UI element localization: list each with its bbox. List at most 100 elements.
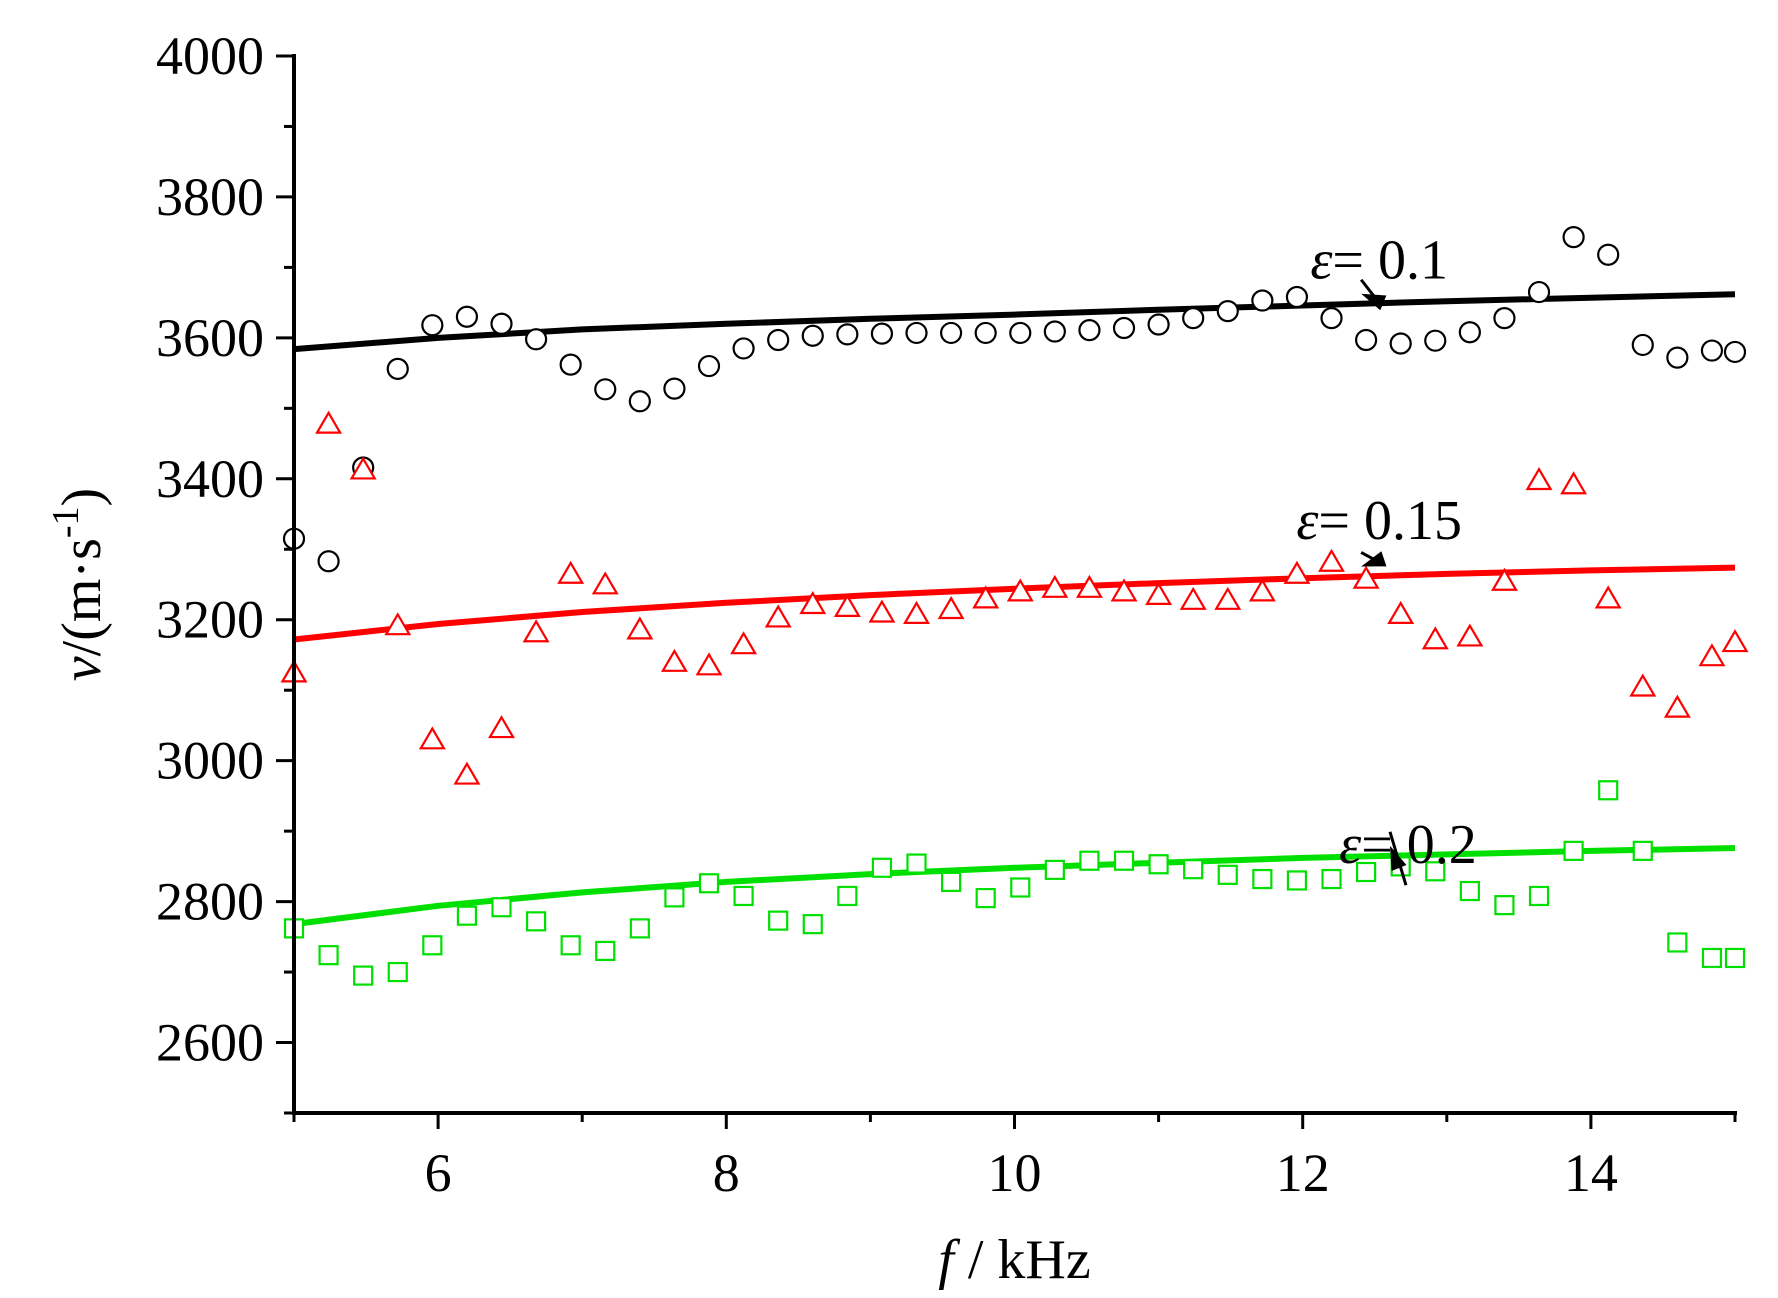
- data-point-circle: [559, 353, 582, 376]
- y-tick-label: 3200: [156, 590, 264, 650]
- data-point-triangle: [384, 612, 412, 636]
- data-point-circle: [1320, 307, 1343, 330]
- data-point-triangle: [695, 652, 723, 676]
- data-point-triangle: [1075, 574, 1103, 598]
- data-point-triangle: [937, 595, 965, 620]
- data-point-circle: [1112, 316, 1136, 340]
- data-point-square: [1528, 885, 1550, 907]
- data-point-circle: [1285, 285, 1309, 309]
- y-axis-title: v/(m·s-1): [45, 488, 113, 681]
- annotation-arrowhead: [1361, 293, 1387, 311]
- data-point-triangle: [1698, 643, 1726, 667]
- y-tick-label: 3000: [156, 731, 264, 791]
- data-point-triangle: [418, 726, 446, 750]
- data-point-square: [975, 887, 996, 909]
- data-point-circle: [1009, 321, 1032, 345]
- data-point-square: [1183, 859, 1204, 880]
- data-point-triangle: [1525, 467, 1553, 491]
- x-tick-label: 8: [713, 1143, 740, 1203]
- data-point-triangle: [315, 410, 343, 434]
- data-point-circle: [421, 314, 444, 337]
- data-point-square: [1632, 840, 1653, 861]
- data-point-circle: [628, 390, 651, 413]
- data-point-square: [1724, 947, 1746, 969]
- data-point-circle: [663, 377, 686, 400]
- data-point-square: [1701, 947, 1723, 969]
- data-point-circle: [974, 321, 997, 345]
- data-point-square: [664, 887, 685, 908]
- data-point-square: [353, 965, 374, 986]
- data-point-square: [940, 871, 962, 892]
- data-point-square: [1356, 861, 1377, 883]
- data-point-square: [802, 914, 823, 935]
- data-point-triangle: [972, 585, 1000, 609]
- data-point-circle: [1700, 339, 1724, 362]
- data-point-circle: [1493, 307, 1516, 330]
- y-tick-label: 2600: [156, 1013, 264, 1073]
- data-point-circle: [732, 337, 755, 360]
- x-tick-label: 14: [1564, 1143, 1618, 1203]
- data-point-triangle: [1421, 626, 1449, 650]
- data-point-square: [422, 935, 443, 956]
- data-point-circle: [697, 354, 721, 378]
- data-point-square: [1321, 868, 1342, 890]
- fit-curve-2: [293, 845, 1736, 928]
- data-point-triangle: [1041, 574, 1069, 598]
- data-point-square: [1217, 864, 1238, 885]
- y-axis-title-exponent: -1: [45, 506, 87, 538]
- data-point-square: [1667, 932, 1688, 953]
- series-1: [280, 410, 1749, 785]
- data-point-triangle: [1006, 578, 1034, 602]
- data-point-circle: [1216, 299, 1239, 323]
- data-point-circle: [1182, 307, 1205, 330]
- axes: 6 8 10 12 14 2600 2800 3000 3200 3400 3600 3800 400…: [156, 26, 1737, 1203]
- x-tick-label: 12: [1276, 1143, 1330, 1203]
- data-point-square: [318, 945, 339, 966]
- y-tick-label: 4000: [156, 26, 264, 86]
- data-point-triangle: [1456, 623, 1484, 647]
- data-point-square: [1563, 840, 1584, 861]
- data-point-square: [1494, 895, 1515, 916]
- data-point-square: [491, 897, 512, 918]
- x-ticks: 6 8 10 12 14: [292, 1113, 1737, 1203]
- y-tick-label: 2800: [156, 872, 264, 932]
- annotation-label: ε= 0.15: [1296, 490, 1462, 552]
- data-point-triangle: [1387, 600, 1415, 624]
- data-point-square: [1252, 868, 1273, 890]
- annotation-text: = 0.15: [1318, 490, 1462, 552]
- data-point-triangle: [1594, 585, 1622, 609]
- data-point-circle: [455, 305, 479, 328]
- data-point-triangle: [1663, 694, 1691, 718]
- data-point-circle: [594, 378, 617, 401]
- data-point-square: [1079, 850, 1100, 871]
- y-tick-label: 3800: [156, 167, 264, 227]
- annotation-symbol: ε: [1296, 490, 1319, 552]
- data-point-circle: [767, 328, 790, 352]
- data-point-circle: [524, 328, 548, 351]
- data-point-square: [871, 857, 893, 878]
- data-point-triangle: [1629, 673, 1657, 697]
- annotation-symbol: ε: [1339, 814, 1362, 876]
- data-point-square: [629, 918, 650, 939]
- data-point-triangle: [488, 715, 515, 739]
- data-point-square: [1598, 780, 1619, 801]
- data-point-circle: [1078, 319, 1101, 342]
- data-point-square: [698, 873, 720, 894]
- data-point-triangle: [1145, 581, 1173, 605]
- data-point-square: [768, 910, 789, 931]
- data-point-circle: [939, 321, 963, 345]
- data-point-triangle: [1352, 565, 1380, 589]
- annotation-arrowhead: [1389, 845, 1407, 872]
- data-point-circle: [1147, 313, 1170, 336]
- data-point-square: [1044, 859, 1065, 880]
- x-axis-title-unit: / kHz: [954, 1229, 1091, 1291]
- data-point-triangle: [349, 456, 377, 480]
- y-axis-title-symbol: v: [51, 656, 113, 681]
- data-point-circle: [1043, 320, 1066, 343]
- data-point-circle: [836, 323, 859, 346]
- plot-area: [280, 225, 1749, 986]
- data-point-triangle: [764, 604, 792, 628]
- data-point-circle: [1424, 329, 1447, 352]
- data-point-square: [560, 935, 581, 956]
- data-point-triangle: [591, 571, 619, 595]
